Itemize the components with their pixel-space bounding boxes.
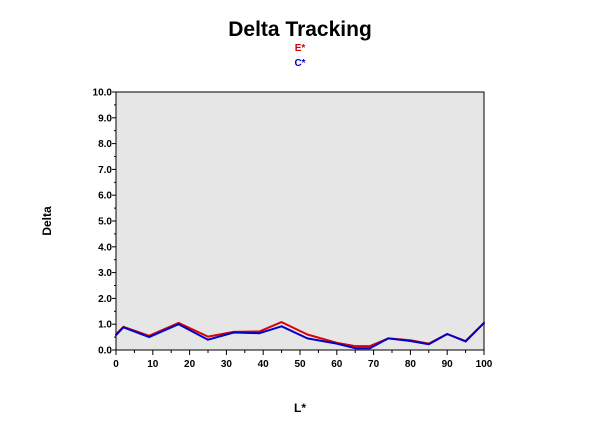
x-tick-label: 20 — [184, 359, 196, 370]
x-tick-label: 60 — [331, 359, 343, 370]
series-layer — [115, 321, 485, 350]
y-axis: 0.0 1.0 2.0 3.0 4.0 5.0 6.0 7.0 8.0 9.0 10.0 — [93, 88, 116, 357]
y-tick-label: 4.0 — [98, 242, 112, 253]
legend-entry-e: E* — [295, 43, 306, 54]
y-tick-label: 2.0 — [98, 294, 112, 305]
y-tick-label: 9.0 — [98, 113, 112, 124]
y-tick-label: 3.0 — [98, 268, 112, 279]
x-tick-label: 100 — [476, 359, 493, 370]
y-tick-label: 0.0 — [98, 346, 112, 357]
legend-entry-c: C* — [294, 58, 305, 69]
x-tick-label: 50 — [294, 359, 306, 370]
x-tick-label: 30 — [221, 359, 233, 370]
plot-area — [115, 91, 485, 351]
y-tick-label: 6.0 — [98, 191, 112, 202]
y-tick-label: 1.0 — [98, 320, 112, 331]
x-tick-label: 80 — [405, 359, 417, 370]
x-axis-label: L* — [294, 401, 306, 415]
y-tick-label: 5.0 — [98, 217, 112, 228]
x-tick-label: 40 — [258, 359, 270, 370]
y-tick-label: 7.0 — [98, 165, 112, 176]
chart-title: Delta Tracking — [228, 18, 372, 41]
x-tick-label: 90 — [442, 359, 454, 370]
y-tick-label: 8.0 — [98, 139, 112, 150]
y-axis-label: Delta — [40, 206, 54, 236]
y-tick-label: 10.0 — [93, 88, 113, 99]
x-tick-label: 0 — [113, 359, 119, 370]
x-axis: 0 10 20 30 40 50 60 70 80 90 100 — [113, 350, 493, 370]
x-tick-label: 10 — [147, 359, 159, 370]
series-line-c — [115, 321, 485, 350]
x-tick-label: 70 — [368, 359, 380, 370]
